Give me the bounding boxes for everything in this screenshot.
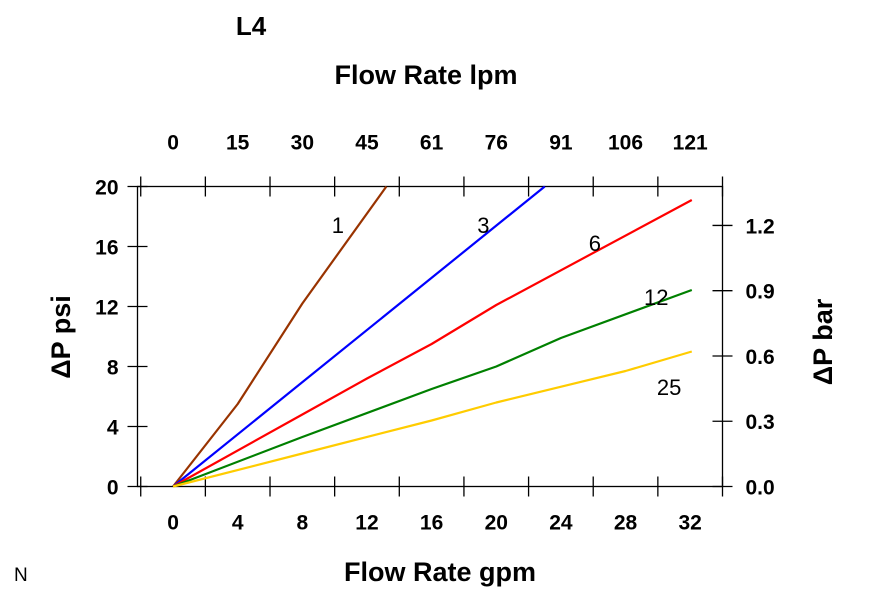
- series-label: 12: [644, 285, 668, 310]
- series-label: 3: [477, 213, 489, 238]
- y-tick-label: 8: [107, 357, 119, 380]
- x-tick-label: 4: [232, 512, 244, 535]
- left-axis-title: ΔP psi: [46, 295, 76, 378]
- x-tick-label: 0: [167, 512, 179, 535]
- series-label: 6: [589, 231, 601, 256]
- top-axis-title: Flow Rate lpm: [334, 60, 517, 90]
- x2-tick-label: 45: [355, 132, 379, 155]
- y2-tick-label: 0.9: [746, 281, 775, 304]
- x-tick-label: 20: [485, 512, 508, 535]
- y-tick-label: 0: [107, 477, 119, 500]
- x2-tick-label: 30: [291, 132, 314, 155]
- x2-tick-label: 61: [420, 132, 444, 155]
- x2-tick-label: 106: [608, 132, 643, 155]
- x2-tick-label: 76: [485, 132, 508, 155]
- chart-title: L4: [236, 11, 267, 41]
- x-tick-label: 12: [355, 512, 378, 535]
- x-tick-label: 16: [420, 512, 443, 535]
- x-tick-label: 24: [549, 512, 573, 535]
- x-tick-label: 32: [678, 512, 701, 535]
- y2-tick-label: 1.2: [746, 215, 775, 238]
- x2-tick-label: 121: [673, 132, 708, 155]
- series-line-3: [172, 185, 546, 488]
- x2-tick-label: 0: [167, 132, 179, 155]
- y-tick-label: 4: [107, 417, 119, 440]
- series-line-6: [172, 199, 693, 488]
- plot-frame: [136, 185, 724, 488]
- y2-tick-label: 0.6: [746, 346, 775, 369]
- x-tick-label: 8: [296, 512, 308, 535]
- y-tick-label: 20: [95, 177, 118, 200]
- series-line-25: [172, 350, 693, 488]
- y2-tick-label: 0.3: [746, 411, 775, 434]
- y2-tick-label: 0.0: [746, 477, 775, 500]
- series-line-1: [172, 185, 388, 488]
- series-label: 25: [657, 375, 681, 400]
- bottom-axis-title: Flow Rate gpm: [344, 557, 536, 587]
- y-tick-label: 16: [95, 237, 118, 260]
- series-line-12: [172, 288, 693, 488]
- series-label: 1: [332, 213, 344, 238]
- x2-tick-label: 15: [226, 132, 250, 155]
- x-tick-label: 28: [614, 512, 638, 535]
- corner-label: N: [14, 565, 28, 586]
- right-axis-title: ΔP bar: [808, 298, 838, 385]
- y-tick-label: 12: [95, 297, 118, 320]
- x2-tick-label: 91: [549, 132, 573, 155]
